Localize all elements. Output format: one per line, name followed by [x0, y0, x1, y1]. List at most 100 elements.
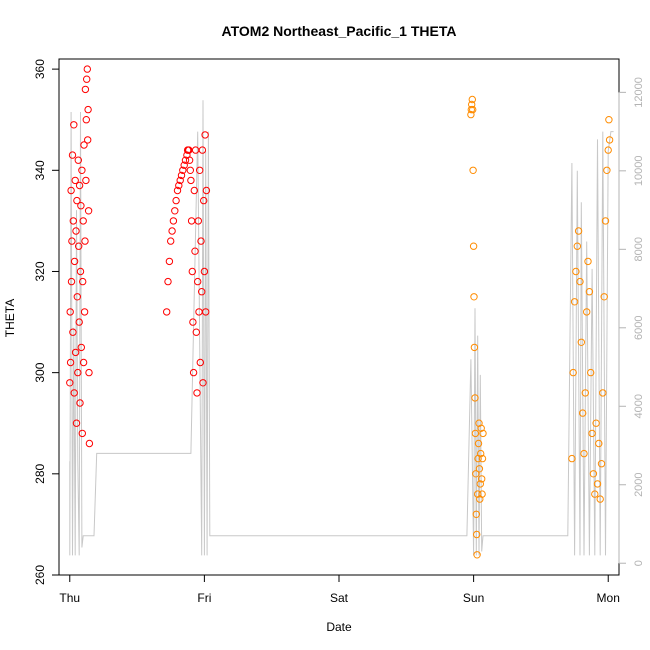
data-point: [84, 105, 92, 114]
data-point: [76, 399, 84, 407]
data-point: [82, 116, 91, 124]
data-point: [78, 429, 87, 438]
data-point: [198, 288, 206, 296]
data-point: [591, 490, 599, 498]
data-point: [179, 166, 187, 175]
data-point: [189, 318, 197, 326]
data-point: [479, 429, 487, 438]
data-point: [85, 368, 93, 377]
data-point: [579, 409, 587, 417]
data-point: [472, 510, 480, 518]
data-point: [74, 156, 83, 164]
data-point: [476, 480, 484, 488]
data-point: [198, 146, 207, 154]
data-point: [573, 242, 581, 250]
data-point: [189, 368, 198, 377]
data-point: [79, 217, 87, 225]
data-point: [85, 439, 94, 448]
data-point: [471, 394, 479, 402]
data-point: [574, 227, 583, 235]
data-point: [70, 257, 79, 266]
data-point: [81, 237, 89, 245]
data-point: [592, 419, 600, 427]
data-point: [71, 348, 80, 357]
data-point: [188, 267, 197, 276]
data-point: [66, 358, 75, 367]
plot-frame: [58, 58, 620, 576]
data-point: [69, 217, 78, 225]
y2-tick-label: 4000: [633, 394, 645, 418]
data-point: [194, 277, 202, 286]
data-point: [467, 110, 475, 119]
data-point: [164, 277, 172, 286]
data-point: [175, 181, 183, 190]
data-point: [83, 75, 91, 83]
data-point: [180, 161, 188, 169]
y-tick-label: 320: [33, 261, 47, 281]
data-point: [75, 318, 83, 326]
data-point: [69, 328, 77, 336]
data-point: [469, 166, 477, 175]
data-point: [171, 207, 179, 215]
data-point: [603, 166, 611, 175]
data-point: [83, 65, 92, 73]
data-point: [194, 217, 203, 225]
y-tick-label: 360: [33, 59, 47, 79]
y-tick-label: 340: [33, 160, 47, 180]
data-point: [70, 389, 78, 397]
data-point: [604, 146, 612, 154]
data-point: [595, 439, 603, 448]
x-tick-label: Sat: [330, 591, 349, 605]
data-point: [190, 186, 199, 195]
data-point: [570, 298, 579, 306]
data-point: [77, 343, 86, 352]
data-points-layer: [66, 65, 614, 559]
data-point: [201, 131, 209, 139]
data-point: [197, 237, 205, 245]
y-tick-label: 260: [33, 565, 47, 585]
data-point: [193, 389, 201, 397]
data-point: [473, 551, 481, 559]
data-point: [468, 95, 476, 104]
data-point: [186, 166, 195, 175]
data-point: [172, 196, 180, 205]
y2-tick-label: 0: [633, 560, 645, 566]
data-point: [589, 470, 598, 478]
data-point: [67, 186, 75, 195]
data-point: [601, 217, 610, 225]
data-point: [177, 171, 186, 180]
data-point: [75, 242, 83, 250]
data-point: [474, 490, 482, 498]
data-point: [169, 217, 178, 225]
data-point: [77, 202, 85, 210]
y2-tick-label: 6000: [633, 316, 645, 340]
data-point: [569, 368, 577, 377]
data-point: [577, 338, 585, 346]
data-point: [581, 389, 589, 397]
data-point: [605, 116, 613, 124]
data-point: [76, 267, 85, 276]
data-point: [199, 379, 207, 387]
data-point: [74, 368, 82, 377]
data-point: [191, 247, 199, 255]
data-point: [202, 186, 211, 195]
data-point: [73, 196, 81, 205]
data-point: [163, 308, 171, 316]
data-point: [165, 257, 174, 266]
data-point: [66, 379, 74, 387]
data-point: [70, 121, 78, 129]
data-point: [583, 308, 591, 316]
data-point: [80, 141, 88, 149]
data-point: [168, 227, 176, 235]
data-point: [192, 328, 201, 336]
data-point: [200, 196, 208, 205]
data-point: [475, 465, 484, 473]
data-point: [187, 176, 195, 185]
depth-line: [69, 100, 614, 556]
y2-tick-label: 10000: [633, 156, 645, 187]
data-point: [73, 293, 82, 301]
data-point: [576, 277, 584, 286]
depth-line-layer: [69, 100, 614, 556]
data-point: [596, 495, 604, 503]
axes-layer: Thu Fri Sat Sun Mon 260 280 300 320 340 360 0 2000 40…: [33, 59, 645, 605]
